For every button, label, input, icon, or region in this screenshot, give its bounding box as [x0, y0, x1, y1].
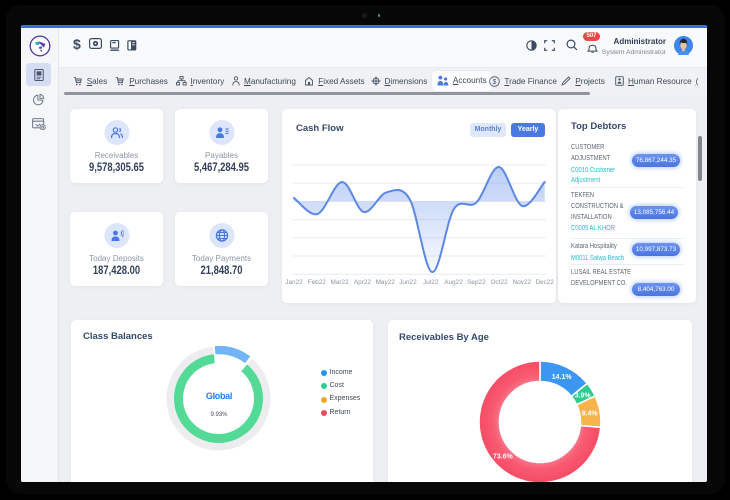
- svg-text:73.6%: 73.6%: [493, 454, 514, 461]
- svg-text:14.1%: 14.1%: [552, 374, 573, 381]
- svg-text:$: $: [493, 79, 497, 86]
- svg-text:3.9%: 3.9%: [575, 393, 592, 400]
- svg-text:8.4%: 8.4%: [582, 411, 599, 418]
